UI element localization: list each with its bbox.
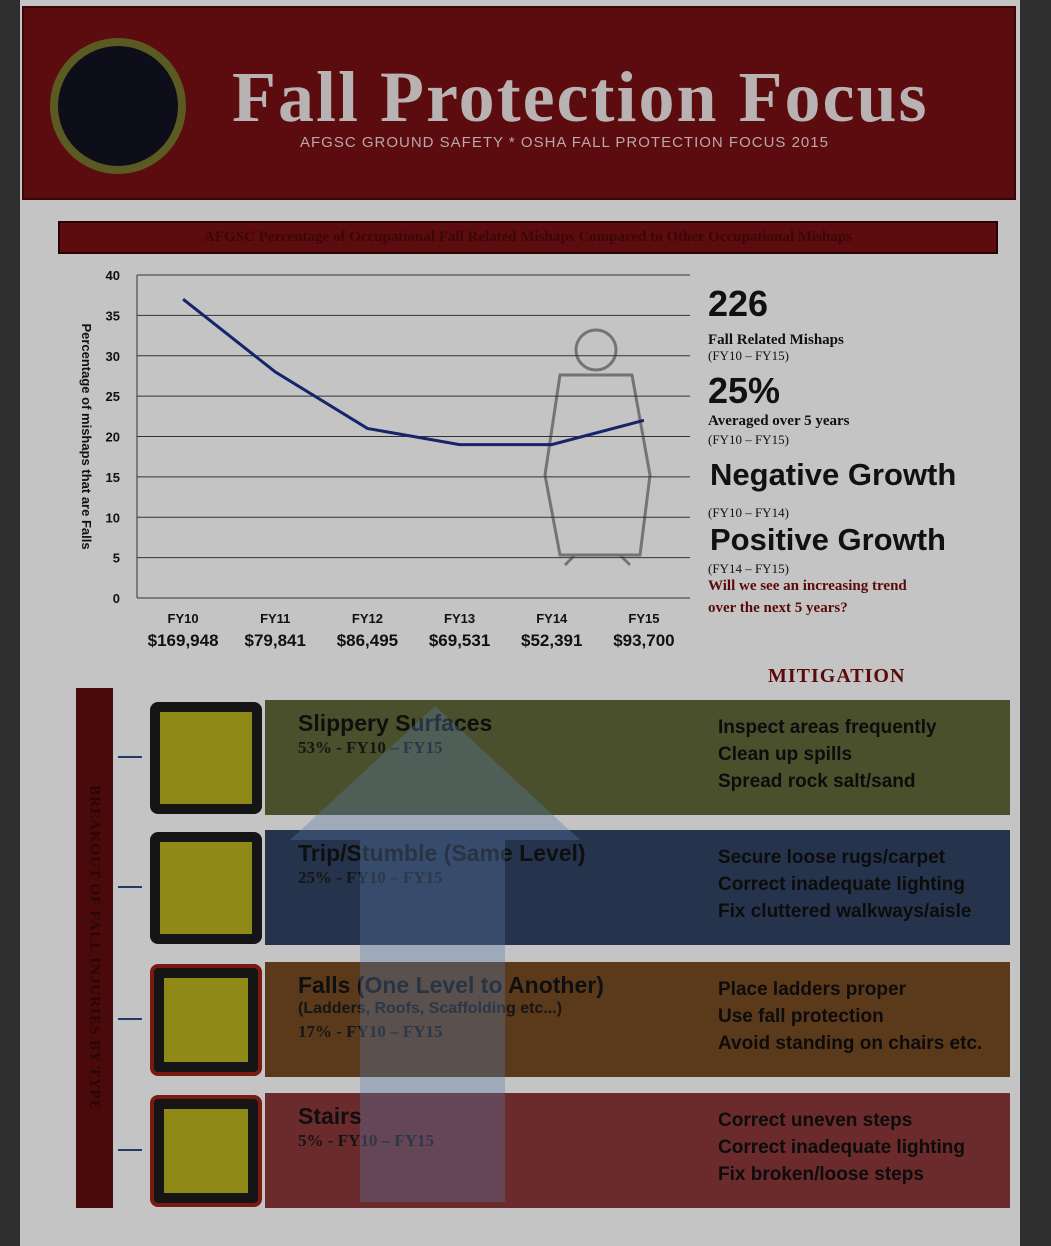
mitigation-item: Clean up spills [718, 744, 853, 765]
sidebar-text: BREAKOUT OF FALL INJURIES BY TYPE [86, 785, 103, 1111]
cost-label: $93,700 [613, 631, 674, 650]
mitigation-item: Avoid standing on chairs etc. [718, 1033, 983, 1054]
hazard-icon [150, 702, 262, 814]
stat-text: Averaged over 5 years [708, 413, 850, 429]
cost-label: $69,531 [429, 631, 490, 650]
header [22, 6, 1016, 200]
y-tick-label: 25 [106, 389, 120, 404]
row-band [265, 962, 1010, 1077]
row-title: Stairs [298, 1103, 362, 1129]
chart-title: AFGSC Percentage of Occupational Fall Re… [58, 221, 998, 254]
row-band [265, 830, 1010, 945]
stat-text: Fall Related Mishaps [708, 332, 844, 348]
row-band [265, 1093, 1010, 1208]
row-line: 25% - FY10 – FY15 [298, 868, 443, 887]
hazard-icon [150, 964, 262, 1076]
mitigation-item: Fix broken/loose steps [718, 1164, 924, 1185]
hazard-icon-fill [160, 712, 252, 804]
mitigation-heading: MITIGATION [768, 665, 906, 687]
mitigation-item: Secure loose rugs/carpet [718, 847, 946, 868]
x-tick-label: FY14 [536, 611, 568, 626]
subtitle: AFGSC GROUND SAFETY * OSHA FALL PROTECTI… [300, 134, 829, 151]
y-tick-label: 35 [106, 308, 120, 323]
chart: 0 5 10 15 20 25 30 35 40 Percentage of mishaps th… [79, 268, 690, 650]
x-tick-label: FY12 [352, 611, 383, 626]
hazard-icon-fill [164, 978, 248, 1062]
stat-value: 25% [708, 370, 781, 411]
mitigation-item: Correct uneven steps [718, 1110, 913, 1131]
stat-text: (FY10 – FY14) [708, 505, 789, 520]
question: Will we see an increasing trend [708, 578, 907, 594]
title: Fall Protection Focus [232, 57, 929, 137]
logo [50, 38, 186, 174]
cost-label: $86,495 [337, 631, 398, 650]
mitigation-item: Spread rock salt/sand [718, 771, 916, 792]
y-tick-label: 0 [113, 591, 120, 606]
mitigation-item: Use fall protection [718, 1006, 884, 1027]
mitigation-item: Correct inadequate lighting [718, 1137, 966, 1158]
x-tick-label: FY11 [260, 611, 290, 626]
y-tick-label: 40 [106, 268, 120, 283]
row-tick [118, 886, 142, 888]
hazard-icon [150, 1095, 262, 1207]
x-tick-label: FY13 [444, 611, 475, 626]
row-line: 53% - FY10 – FY15 [298, 738, 443, 757]
row-band [265, 700, 1010, 815]
stat-value: Negative Growth [710, 457, 957, 492]
cost-label: $169,948 [148, 631, 219, 650]
row-line: 17% - FY10 – FY15 [298, 1022, 443, 1041]
row-line: (Ladders, Roofs, Scaffolding etc...) [298, 1000, 563, 1017]
hazard-icon [150, 832, 262, 944]
mitigation-item: Inspect areas frequently [718, 717, 937, 738]
row-title: Slippery Surfaces [298, 710, 493, 736]
stat-text: (FY10 – FY15) [708, 348, 789, 363]
stat-value: Positive Growth [710, 522, 946, 557]
sidebar [76, 688, 113, 1208]
row-tick [118, 1018, 142, 1020]
stat-text: (FY10 – FY15) [708, 432, 789, 447]
worker [543, 328, 652, 567]
y-axis-label: Percentage of mishaps that are Falls [79, 323, 94, 549]
arrow [290, 706, 580, 1202]
stat-text: (FY14 – FY15) [708, 561, 789, 576]
hazard-icon-fill [160, 842, 252, 934]
mitigation-item: Correct inadequate lighting [718, 874, 966, 895]
y-tick-label: 15 [106, 470, 120, 485]
cost-label: $79,841 [245, 631, 306, 650]
mitigation-item: Fix cluttered walkways/aisle [718, 901, 972, 922]
cost-label: $52,391 [521, 631, 582, 650]
x-tick-label: FY10 [168, 611, 199, 626]
row-tick [118, 1149, 142, 1151]
y-tick-label: 5 [113, 551, 120, 566]
y-tick-label: 30 [106, 349, 120, 364]
y-tick-label: 10 [106, 510, 120, 525]
mitigation-item: Place ladders proper [718, 979, 906, 1000]
question: over the next 5 years? [708, 600, 848, 616]
row-tick [118, 756, 142, 758]
hazard-icon-fill [164, 1109, 248, 1193]
row-title: Falls (One Level to Another) [298, 972, 604, 998]
row-title: Trip/Stumble (Same Level) [298, 840, 586, 866]
x-tick-label: FY15 [628, 611, 659, 626]
stat-value: 226 [708, 283, 769, 324]
row-line: 5% - FY10 – FY15 [298, 1131, 434, 1150]
line [182, 298, 645, 447]
y-tick-label: 20 [106, 430, 120, 445]
